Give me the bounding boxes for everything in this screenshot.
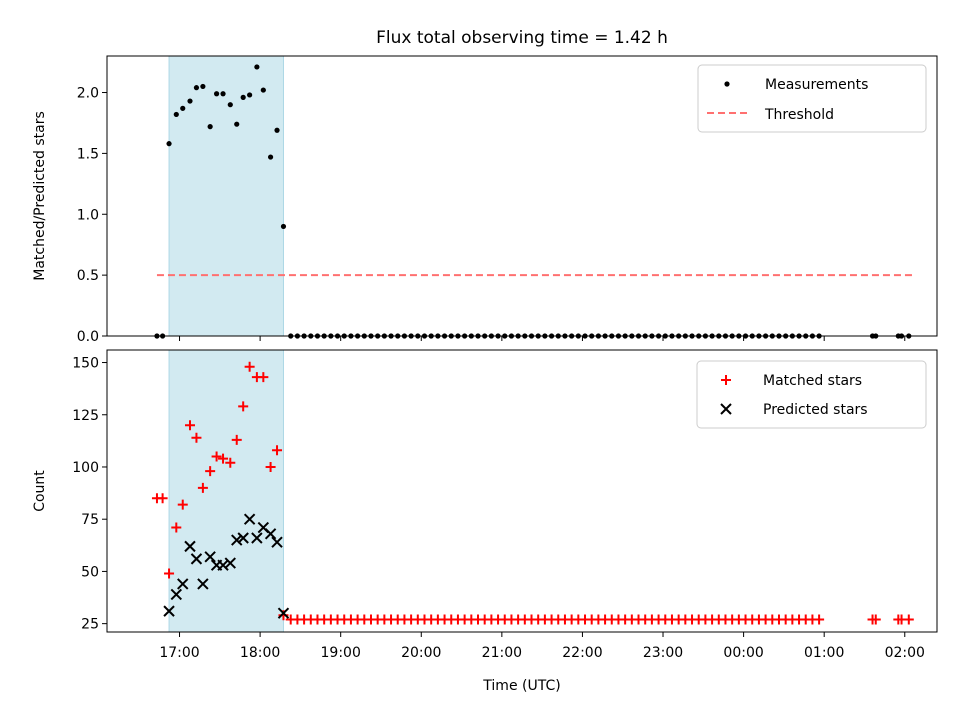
predicted-star-point	[204, 551, 216, 563]
shaded-interval	[168, 349, 284, 633]
measurement-point	[187, 98, 193, 104]
matched-star-point	[197, 482, 208, 493]
matched-star-point	[265, 461, 276, 472]
measurement-point	[274, 127, 280, 133]
x-tick-label: 18:00	[240, 645, 280, 661]
measurement-point	[267, 154, 274, 160]
x-tick-label: 21:00	[482, 645, 522, 661]
measurement-point	[220, 91, 226, 97]
y-tick-label: 1.0	[77, 207, 99, 223]
y-tick-label: 0.5	[77, 268, 99, 284]
predicted-star-point	[243, 513, 256, 525]
matched-star-point	[185, 420, 195, 431]
predicted-star-point	[163, 605, 175, 617]
matched-star-point	[814, 614, 825, 625]
predicted-star-point	[231, 534, 243, 546]
legend-label-measurements: Measurements	[765, 77, 868, 93]
matched-star-point	[177, 499, 188, 510]
predicted-star-point	[277, 607, 290, 619]
matched-star-point	[211, 451, 222, 462]
x-tick-label: 00:00	[723, 645, 763, 661]
measurement-point	[254, 64, 260, 70]
legend-box	[697, 64, 927, 133]
legend-box	[696, 360, 927, 429]
matched-star-point	[225, 457, 236, 468]
legend-label-matched: Matched stars	[763, 373, 862, 389]
measurement-point	[166, 141, 172, 147]
legend-marker-matched	[721, 375, 731, 385]
legend-label-predicted: Predicted stars	[763, 402, 868, 418]
y-tick-label: 0.0	[77, 329, 99, 345]
top-panel: 0.0 0.5 1.0 1.5 2.0 Matched/Predicted stars Me…	[32, 55, 938, 345]
measurement-point	[193, 85, 200, 91]
matched-star-point	[205, 466, 216, 477]
bottom-panel: 25 50 75 100 125 150 17:00 18:00 19:00 20:00 21:00…	[32, 349, 938, 661]
measurement-point	[207, 124, 213, 130]
matched-star-point	[238, 401, 249, 412]
x-tick-label: 22:00	[562, 645, 602, 661]
predicted-star-point	[271, 536, 283, 548]
y-tick-label: 150	[72, 356, 99, 372]
x-tick-label: 02:00	[885, 645, 925, 661]
predicted-star-point	[197, 578, 209, 590]
matched-star-point	[218, 453, 229, 464]
bottom-legend: Matched stars Predicted stars	[696, 360, 927, 429]
y-axis-label: Count	[32, 470, 48, 512]
y-tick-label: 2.0	[77, 86, 99, 102]
y-tick-label: 75	[81, 512, 99, 528]
matched-star-point	[164, 568, 175, 579]
x-tick-label: 20:00	[401, 645, 441, 661]
matched-star-point	[870, 614, 881, 625]
shaded-interval	[168, 55, 284, 337]
chart-title: Flux total observing time = 1.42 h	[376, 28, 668, 48]
matched-star-point	[903, 614, 914, 625]
top-legend: Measurements Threshold	[697, 64, 927, 133]
matched-star-point	[157, 493, 168, 504]
matched-star-point	[171, 522, 182, 533]
x-tick-label: 01:00	[804, 645, 844, 661]
predicted-star-point	[251, 532, 263, 544]
x-axis-label: Time (UTC)	[482, 678, 560, 694]
measurement-point	[180, 105, 186, 111]
measurement-point	[200, 83, 206, 90]
x-tick-label: 19:00	[321, 645, 361, 661]
top-plot-frame	[106, 55, 938, 337]
predicted-star-point	[217, 559, 229, 571]
predicted-star-point	[264, 528, 277, 540]
measurement-point	[280, 223, 287, 230]
matched-star-point	[258, 372, 269, 383]
predicted-star-point	[190, 553, 203, 565]
matched-star-point	[231, 434, 242, 445]
predicted-star-point	[224, 557, 236, 569]
y-tick-label: 1.5	[77, 146, 99, 162]
matched-star-point	[244, 361, 255, 372]
legend-marker-predicted	[720, 403, 732, 415]
bottom-plot-frame	[106, 349, 938, 633]
legend-marker-measurements	[724, 81, 730, 87]
measurement-point	[247, 92, 253, 98]
measurement-point	[227, 102, 233, 108]
y-tick-label: 125	[72, 408, 99, 424]
measurement-point	[173, 111, 179, 118]
x-tick-label: 17:00	[159, 645, 199, 661]
matched-star-point	[272, 445, 283, 456]
y-tick-label: 25	[81, 617, 99, 633]
measurement-point	[240, 94, 246, 100]
predicted-star-point	[177, 578, 189, 590]
y-tick-label: 50	[81, 564, 99, 580]
measurement-point	[213, 91, 220, 97]
legend-label-threshold: Threshold	[764, 107, 834, 123]
x-tick-label: 23:00	[643, 645, 683, 661]
predicted-star-point	[170, 588, 183, 601]
matched-star-point	[191, 432, 202, 443]
y-tick-label: 100	[72, 460, 99, 476]
measurement-point	[260, 87, 266, 93]
predicted-star-point	[237, 532, 249, 544]
measurement-point	[234, 121, 240, 127]
y-axis-label: Matched/Predicted stars	[32, 111, 48, 281]
predicted-star-point	[184, 540, 196, 553]
